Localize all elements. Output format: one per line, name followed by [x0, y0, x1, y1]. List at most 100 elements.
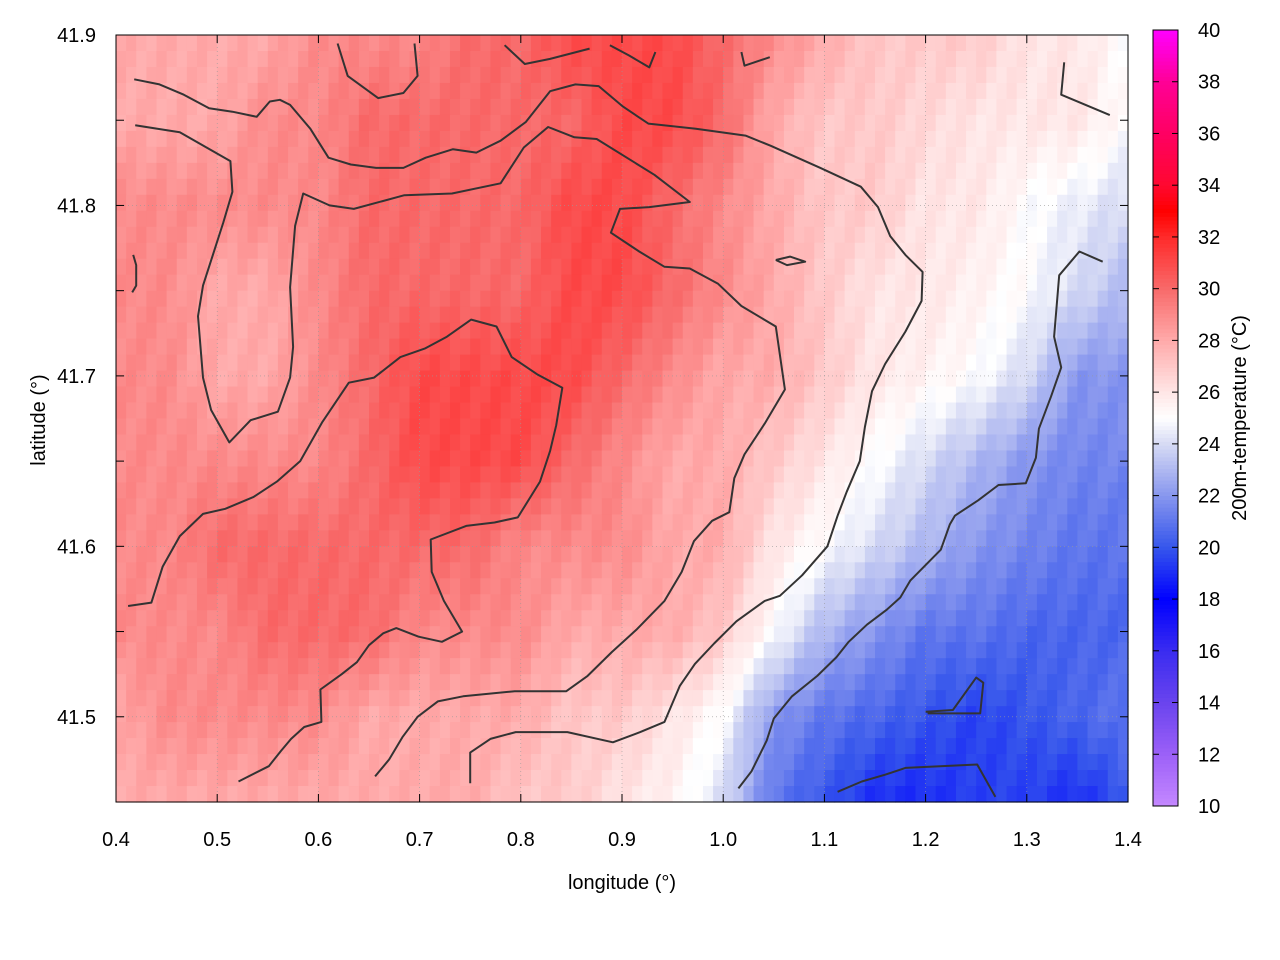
- heatmap-cell: [622, 130, 633, 148]
- heatmap-cell: [824, 370, 836, 388]
- heatmap-cell: [1097, 130, 1109, 148]
- heatmap-cell: [480, 258, 492, 276]
- heatmap-cell: [480, 226, 492, 244]
- heatmap-cell: [510, 514, 522, 531]
- heatmap-cell: [510, 578, 522, 595]
- heatmap-cell: [804, 66, 815, 84]
- heatmap-cell: [551, 290, 562, 308]
- heatmap-cell: [571, 322, 583, 340]
- heatmap-cell: [581, 706, 593, 723]
- heatmap-cell: [885, 242, 896, 260]
- heatmap-cell: [136, 578, 147, 595]
- heatmap-cell: [1107, 82, 1119, 100]
- heatmap-cell: [389, 498, 400, 515]
- heatmap-cell: [955, 786, 967, 803]
- heatmap-cell: [955, 242, 967, 260]
- heatmap-cell: [1047, 674, 1058, 691]
- heatmap-cell: [966, 658, 977, 675]
- heatmap-cell: [308, 594, 319, 611]
- heatmap-cell: [146, 402, 158, 420]
- heatmap-cell: [358, 210, 370, 228]
- heatmap-cell: [591, 578, 603, 595]
- heatmap-cell: [753, 242, 765, 260]
- heatmap-cell: [1006, 130, 1018, 148]
- heatmap-cell: [298, 322, 309, 340]
- heatmap-cell: [763, 450, 775, 468]
- heatmap-cell: [581, 162, 593, 180]
- heatmap-cell: [267, 754, 279, 771]
- heatmap-cell: [955, 466, 967, 484]
- heatmap-cell: [379, 386, 390, 404]
- heatmap-cell: [1117, 530, 1129, 547]
- heatmap-cell: [804, 498, 815, 515]
- heatmap-cell: [723, 210, 734, 228]
- heatmap-cell: [126, 338, 137, 356]
- heatmap-cell: [460, 658, 471, 675]
- heatmap-cell: [308, 146, 319, 164]
- heatmap-cell: [237, 82, 249, 100]
- heatmap-cell: [864, 98, 876, 116]
- heatmap-cell: [500, 50, 512, 68]
- heatmap-cell: [389, 658, 400, 675]
- heatmap-cell: [298, 546, 309, 563]
- heatmap-cell: [571, 738, 583, 755]
- heatmap-cell: [875, 706, 886, 723]
- heatmap-cell: [925, 434, 937, 452]
- heatmap-cell: [541, 530, 552, 547]
- heatmap-cell: [804, 210, 815, 228]
- heatmap-cell: [348, 210, 360, 228]
- heatmap-cell: [713, 402, 724, 420]
- heatmap-cell: [196, 754, 208, 771]
- heatmap-cell: [601, 370, 613, 388]
- heatmap-cell: [1077, 690, 1089, 707]
- heatmap-cell: [1006, 786, 1018, 803]
- heatmap-cell: [794, 754, 805, 771]
- heatmap-cell: [966, 514, 977, 531]
- heatmap-cell: [237, 498, 249, 515]
- heatmap-cell: [591, 258, 603, 276]
- heatmap-cell: [196, 322, 208, 340]
- heatmap-cell: [692, 130, 704, 148]
- heatmap-cell: [1036, 546, 1048, 563]
- heatmap-cell: [530, 370, 542, 388]
- heatmap-cell: [277, 626, 289, 643]
- heatmap-cell: [1097, 35, 1109, 52]
- heatmap-cell: [429, 98, 441, 116]
- heatmap-cell: [864, 35, 876, 52]
- heatmap-cell: [369, 754, 380, 771]
- heatmap-cell: [925, 642, 937, 659]
- heatmap-cell: [1016, 242, 1028, 260]
- heatmap-cell: [196, 162, 208, 180]
- heatmap-cell: [986, 450, 998, 468]
- heatmap-cell: [439, 674, 451, 691]
- heatmap-cell: [753, 642, 765, 659]
- heatmap-cell: [804, 306, 815, 324]
- heatmap-cell: [1107, 610, 1119, 627]
- heatmap-cell: [652, 418, 664, 436]
- heatmap-cell: [267, 178, 279, 196]
- heatmap-cell: [945, 770, 957, 787]
- heatmap-cell: [773, 610, 785, 627]
- heatmap-cell: [682, 370, 694, 388]
- heatmap-cell: [945, 450, 957, 468]
- heatmap-cell: [318, 290, 330, 308]
- heatmap-cell: [116, 226, 127, 244]
- heatmap-cell: [298, 754, 309, 771]
- heatmap-cell: [166, 546, 178, 563]
- heatmap-cell: [935, 514, 947, 531]
- heatmap-cell: [460, 434, 471, 452]
- heatmap-cell: [217, 418, 228, 436]
- heatmap-cell: [490, 786, 502, 803]
- heatmap-cell: [166, 450, 178, 468]
- heatmap-cell: [247, 162, 259, 180]
- heatmap-cell: [682, 482, 694, 499]
- heatmap-cell: [692, 562, 704, 579]
- heatmap-cell: [702, 738, 714, 755]
- heatmap-cell: [156, 626, 168, 643]
- heatmap-cell: [1006, 690, 1018, 707]
- heatmap-cell: [743, 370, 755, 388]
- heatmap-cell: [541, 514, 552, 531]
- heatmap-cell: [925, 706, 937, 723]
- heatmap-cell: [156, 610, 168, 627]
- heatmap-cell: [996, 754, 1008, 771]
